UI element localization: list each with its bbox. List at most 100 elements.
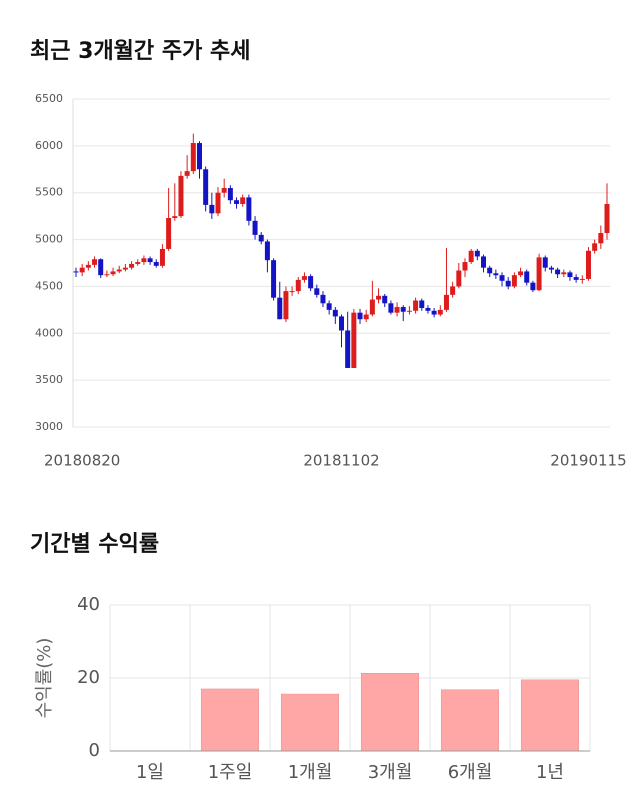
candle-body — [425, 307, 431, 311]
candle-body — [499, 275, 505, 281]
candle-body — [215, 192, 221, 214]
candle-body — [406, 310, 412, 312]
bar — [200, 688, 260, 752]
x-tick-label: 3개월 — [368, 762, 413, 783]
candle-body — [431, 310, 437, 315]
candle-body — [474, 250, 480, 257]
candle-body — [518, 271, 524, 276]
candle-body — [530, 282, 536, 291]
candle-body — [493, 273, 499, 276]
candle-body — [345, 330, 351, 368]
y-tick-label: 0 — [89, 740, 100, 761]
candle-body — [203, 169, 209, 205]
candle-body — [443, 294, 449, 310]
y-tick-label: 4500 — [35, 279, 63, 292]
candle-body — [542, 257, 548, 268]
chart-title: 최근 3개월간 주가 추세 — [30, 39, 250, 64]
candle-body — [209, 204, 215, 214]
candle-body — [104, 274, 110, 276]
candle-body — [369, 299, 375, 315]
candle-body — [511, 275, 517, 287]
candle-body — [172, 216, 178, 219]
candle-body — [555, 269, 561, 275]
candle-body — [246, 197, 252, 221]
bar — [280, 693, 340, 752]
candle-body — [240, 197, 246, 204]
candle-body — [357, 312, 363, 320]
candle-body — [166, 218, 172, 249]
candle-body — [153, 262, 159, 266]
candle-body — [98, 259, 104, 276]
y-tick-label: 6000 — [35, 139, 63, 152]
bar — [360, 673, 420, 752]
candle-body — [252, 220, 258, 235]
candle-body — [524, 271, 530, 283]
chart-title: 기간별 수익률 — [30, 532, 159, 557]
candle-body — [283, 291, 289, 320]
x-tick-label: 6개월 — [448, 762, 493, 783]
candle-body — [456, 270, 462, 287]
candle-body — [122, 267, 128, 270]
candle-body — [178, 175, 184, 217]
x-tick-label: 1년 — [536, 762, 564, 783]
candle-body — [487, 267, 493, 274]
candle-body — [301, 276, 307, 280]
candle-body — [339, 316, 344, 331]
y-tick-label: 20 — [77, 667, 100, 688]
candle-body — [548, 267, 554, 270]
candle-body — [234, 200, 240, 204]
candle-body — [320, 294, 326, 304]
candle-body — [363, 314, 369, 320]
candle-body — [147, 258, 153, 263]
bar — [440, 689, 500, 752]
candle-body — [413, 300, 419, 311]
candle-body — [326, 303, 332, 310]
candle-body — [159, 248, 165, 266]
candle-body — [190, 143, 196, 172]
candle-body — [277, 297, 283, 320]
candle-body — [468, 250, 474, 263]
candle-body — [400, 307, 406, 312]
candle-body — [258, 234, 264, 242]
y-tick-label: 40 — [77, 594, 100, 615]
candle-body — [567, 272, 573, 278]
candle-body — [561, 272, 567, 275]
candle-body — [264, 241, 270, 261]
x-tick-label: 1일 — [136, 762, 164, 783]
candle-body — [351, 312, 357, 368]
candle-body — [598, 233, 604, 244]
y-tick-label: 3000 — [35, 420, 63, 433]
candle-body — [419, 300, 425, 308]
candle-body — [92, 259, 98, 265]
x-tick-label: 1주일 — [208, 762, 253, 783]
y-tick-label: 5500 — [35, 186, 63, 199]
candle-body — [227, 188, 233, 201]
x-tick-label: 20181102 — [303, 452, 379, 470]
candle-body — [135, 262, 141, 264]
candle-body — [141, 258, 147, 263]
candle-body — [437, 309, 443, 315]
candle-body — [184, 171, 190, 176]
candle-body — [394, 307, 400, 313]
y-tick-label: 4000 — [35, 326, 63, 339]
candle-body — [110, 271, 116, 275]
candle-body — [592, 243, 598, 251]
candle-body — [505, 280, 511, 287]
candle-body — [579, 278, 585, 280]
y-axis-label: 수익률(%) — [34, 638, 55, 719]
candle-body — [376, 295, 382, 300]
candle-body — [604, 203, 610, 234]
candle-body — [314, 288, 320, 295]
bar — [520, 679, 580, 752]
candle-body — [536, 257, 542, 291]
candle-body — [271, 260, 277, 298]
candle-body — [481, 256, 487, 268]
candle-body — [573, 277, 579, 280]
candle-body — [116, 269, 122, 272]
candle-body — [129, 263, 135, 268]
candle-body — [462, 262, 468, 271]
candle-body — [332, 309, 338, 317]
candle-body — [85, 264, 91, 268]
y-tick-label: 3500 — [35, 373, 63, 386]
